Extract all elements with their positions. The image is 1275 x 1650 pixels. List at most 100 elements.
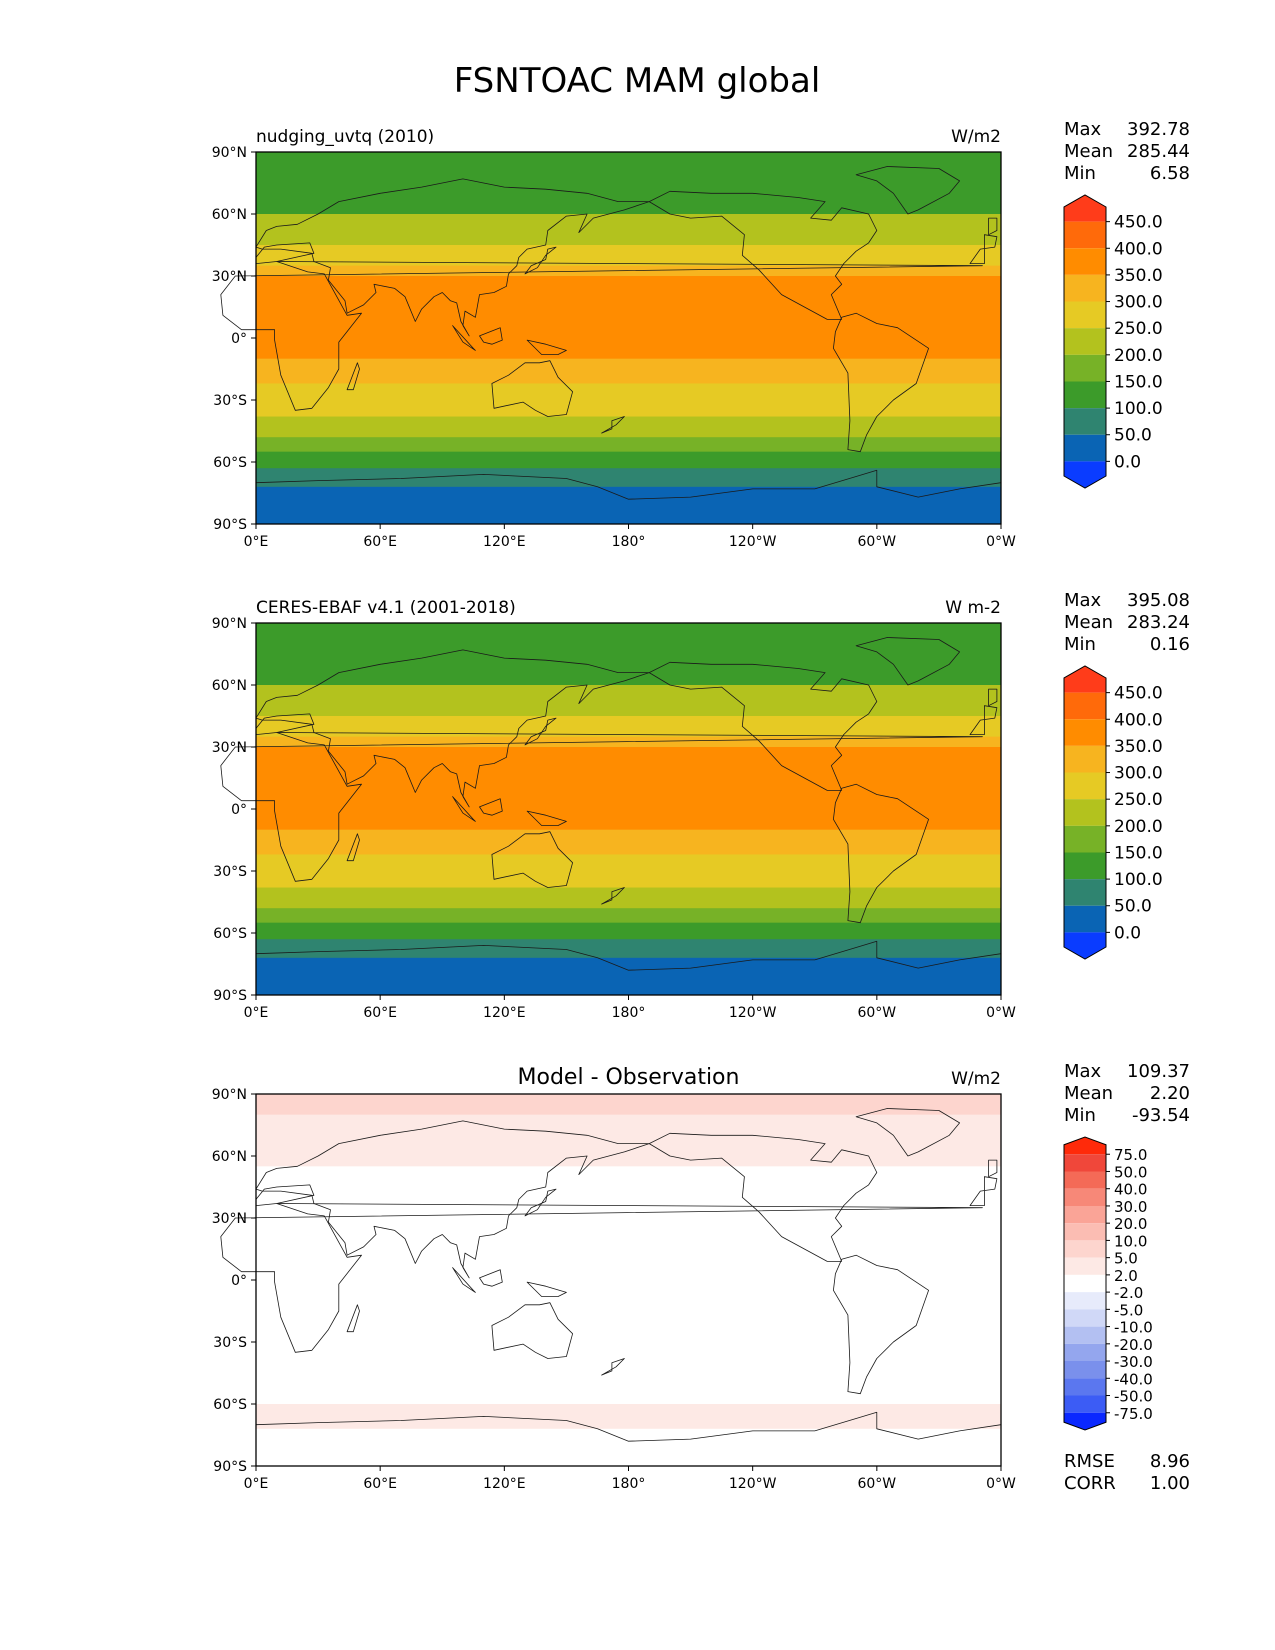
stats-block: Max 392.78 Mean 285.44 Min 6.58 bbox=[1064, 119, 1190, 184]
coastline bbox=[969, 234, 998, 264]
colorbar-swatch-9 bbox=[1064, 408, 1106, 435]
colorbar-swatch-11 bbox=[1064, 932, 1106, 959]
field-band bbox=[256, 358, 1001, 384]
field-band bbox=[256, 939, 1001, 959]
colorbar-label-2500: 250.0 bbox=[1114, 790, 1163, 810]
lat-tick-label: 0° bbox=[231, 1273, 247, 1289]
rmse-value: 8.96 bbox=[1150, 1451, 1190, 1472]
lat-tick-label: 90°S bbox=[213, 1459, 247, 1475]
field-bands bbox=[256, 152, 1001, 525]
colorbar-swatch-7 bbox=[1064, 1240, 1106, 1258]
stat-value: 109.37 bbox=[1127, 1061, 1190, 1082]
colorbar-swatch-3 bbox=[1064, 1171, 1106, 1189]
field-band bbox=[256, 451, 1001, 469]
field-band bbox=[256, 383, 1001, 418]
stat-label: Mean bbox=[1064, 612, 1113, 633]
colorbar-swatch-6 bbox=[1064, 1223, 1106, 1241]
lon-tick-label: 0°E bbox=[244, 1476, 269, 1492]
coastline bbox=[601, 416, 625, 434]
stat-label: Mean bbox=[1064, 1083, 1113, 1104]
lat-tick-label: 60°N bbox=[212, 207, 247, 223]
coastline bbox=[255, 242, 315, 264]
colorbar-label-1500: 150.0 bbox=[1114, 372, 1163, 392]
colorbar-label-200: 20.0 bbox=[1114, 1215, 1147, 1233]
coastline bbox=[969, 705, 998, 735]
field-band bbox=[256, 854, 1001, 889]
coastline bbox=[255, 178, 650, 337]
lat-tick-label: 0° bbox=[231, 331, 247, 347]
lon-tick-label: 60°W bbox=[857, 534, 896, 550]
colorbar-label-300: 30.0 bbox=[1114, 1198, 1147, 1216]
field-band bbox=[256, 437, 1001, 453]
lon-tick-label: 0°W bbox=[986, 1476, 1016, 1492]
colorbar-label-minus-500: -50.0 bbox=[1114, 1388, 1153, 1406]
colorbar-label-4000: 400.0 bbox=[1114, 710, 1163, 730]
lat-tick-label: 0° bbox=[231, 802, 247, 818]
colorbar-swatch-5 bbox=[1064, 772, 1106, 800]
colorbar-label-500: 50.0 bbox=[1114, 426, 1152, 446]
colorbar-label-1000: 100.0 bbox=[1114, 399, 1163, 419]
coastline bbox=[648, 190, 878, 320]
colorbar-swatch-2 bbox=[1064, 692, 1106, 720]
colorbar-label-minus-400: -40.0 bbox=[1114, 1370, 1153, 1388]
colorbar-label-750: 75.0 bbox=[1114, 1146, 1147, 1164]
lat-tick-label: 60°S bbox=[213, 926, 247, 942]
colorbar-outline bbox=[1063, 665, 1107, 960]
colorbar-swatch-15 bbox=[1064, 1378, 1106, 1396]
stat-label: Min bbox=[1064, 1105, 1096, 1126]
lon-tick-label: 0°E bbox=[244, 1005, 269, 1021]
colorbar-swatch-6 bbox=[1064, 328, 1106, 355]
coastline bbox=[526, 339, 567, 355]
field-band bbox=[256, 214, 1001, 246]
lon-tick-label: 0°E bbox=[244, 534, 269, 550]
colorbar-label-4000: 400.0 bbox=[1114, 239, 1163, 259]
field-band bbox=[256, 957, 1001, 996]
field-band bbox=[256, 416, 1001, 438]
coastline bbox=[255, 649, 650, 808]
colorbar-label-2000: 200.0 bbox=[1114, 817, 1163, 837]
lon-tick-label: 60°W bbox=[857, 1476, 896, 1492]
coastline bbox=[526, 810, 567, 826]
colorbar-label-minus-100: -10.0 bbox=[1114, 1319, 1153, 1337]
colorbar-label-minus-20: -2.0 bbox=[1114, 1284, 1143, 1302]
colorbar-label-100: 10.0 bbox=[1114, 1232, 1147, 1250]
coastline bbox=[988, 688, 998, 707]
lon-tick-label: 180° bbox=[612, 534, 646, 550]
colorbar-swatch-8 bbox=[1064, 381, 1106, 409]
coastline bbox=[346, 1304, 360, 1333]
colorbar-outline bbox=[1063, 194, 1107, 489]
coastline bbox=[969, 1176, 998, 1206]
colorbar-swatch-8 bbox=[1064, 1257, 1106, 1275]
lon-tick-label: 120°E bbox=[483, 1476, 526, 1492]
field-bands bbox=[256, 623, 1001, 996]
lat-tick-label: 90°N bbox=[212, 616, 247, 632]
coastline bbox=[479, 327, 503, 345]
colorbar-swatch-7 bbox=[1064, 354, 1106, 382]
coastlines bbox=[220, 166, 1002, 525]
stat-value: 2.20 bbox=[1150, 1083, 1190, 1104]
coastline bbox=[524, 246, 557, 275]
coastline bbox=[601, 887, 625, 905]
map-panel-2: 90°N 60°N 30°N 0° 30°S 60°S 90°S0°E 60°E 120°E 18… bbox=[212, 590, 1190, 1021]
field-band bbox=[256, 829, 1001, 855]
colorbar-swatch-4 bbox=[1064, 274, 1106, 302]
colorbar-swatch-6 bbox=[1064, 799, 1106, 826]
coastline bbox=[491, 1302, 573, 1359]
colorbar-swatch-10 bbox=[1064, 434, 1106, 462]
panel-title: CERES-EBAF v4.1 (2001-2018) bbox=[256, 598, 516, 618]
coastline bbox=[255, 713, 315, 735]
map-panel-3: 90°N 60°N 30°N 0° 30°S 60°S 90°S0°E 60°E 120°E 18… bbox=[212, 1061, 1190, 1494]
field-band bbox=[256, 245, 1001, 267]
lon-tick-label: 120°E bbox=[483, 534, 526, 550]
colorbar-label-500: 50.0 bbox=[1114, 1163, 1147, 1181]
stat-value: 392.78 bbox=[1127, 119, 1190, 140]
lat-tick-label: 30°N bbox=[212, 1211, 247, 1227]
stat-label: Max bbox=[1064, 1061, 1102, 1082]
panel-title: nudging_uvtq (2010) bbox=[256, 127, 434, 147]
units-label: W m-2 bbox=[945, 598, 1001, 618]
colorbar-swatch-11 bbox=[1064, 461, 1106, 488]
lon-tick-label: 60°E bbox=[363, 1476, 397, 1492]
coastline bbox=[452, 325, 476, 351]
colorbar-swatch-3 bbox=[1064, 248, 1106, 275]
